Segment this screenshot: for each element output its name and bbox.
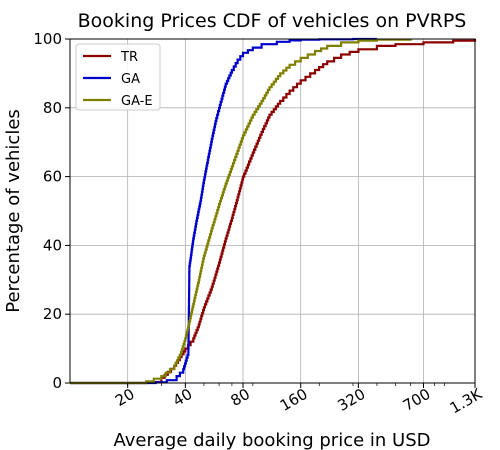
series-line-tr bbox=[70, 39, 477, 385]
y-tick-label: 20 bbox=[43, 305, 62, 323]
x-tick-label: 160 bbox=[277, 385, 311, 415]
x-tick-label: 80 bbox=[227, 385, 253, 410]
y-tick-label: 60 bbox=[43, 168, 62, 186]
x-tick-label: 20 bbox=[112, 385, 138, 410]
x-tick-label: 320 bbox=[335, 385, 369, 415]
legend-box bbox=[75, 43, 161, 111]
legend: TR GA GA-E bbox=[75, 43, 161, 111]
legend-label-ga-e: GA-E bbox=[121, 94, 153, 109]
y-tick-label: 80 bbox=[43, 99, 62, 117]
x-tick-label: 40 bbox=[170, 385, 196, 410]
plot-frame bbox=[69, 38, 476, 384]
legend-label-ga: GA bbox=[121, 72, 140, 87]
x-axis-title: Average daily booking price in USD bbox=[113, 430, 430, 450]
y-axis-title: Percentage of vehicles bbox=[3, 109, 24, 313]
series-layer bbox=[70, 37, 477, 385]
x-tick-label: 700 bbox=[400, 385, 434, 415]
series-line-ga-e bbox=[70, 38, 412, 385]
chart-title: Booking Prices CDF of vehicles on PVRPS bbox=[78, 10, 467, 32]
series-line-ga bbox=[70, 37, 377, 385]
y-tick-label: 40 bbox=[43, 236, 62, 254]
y-tick-label: 100 bbox=[33, 30, 62, 48]
legend-label-tr: TR bbox=[120, 50, 138, 65]
x-tick-label: 1.3K bbox=[447, 384, 486, 417]
y-tick-label: 0 bbox=[52, 374, 62, 392]
